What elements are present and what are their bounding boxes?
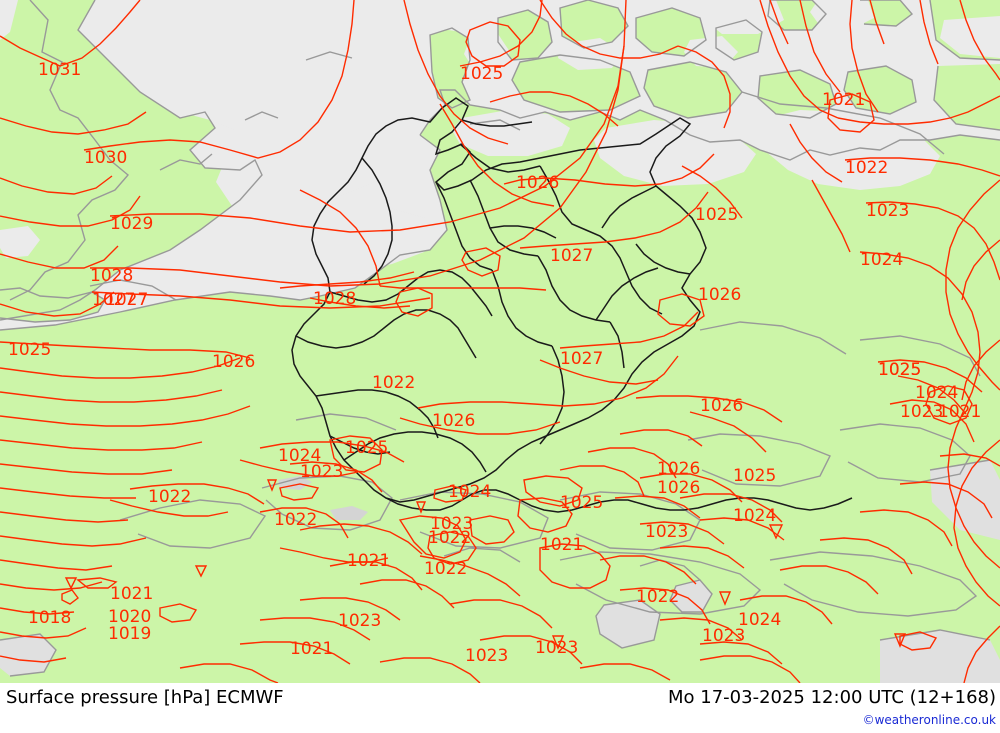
political-borders <box>291 97 853 513</box>
isobar-label: 1026 <box>432 411 476 431</box>
isobar-label: 1022 <box>424 559 468 579</box>
isobar-label: 1023 <box>866 201 910 221</box>
isobar-label: 1021 <box>822 90 866 110</box>
isobar-label: 1022 <box>274 510 318 530</box>
isobar-label: 1021 <box>290 639 334 659</box>
isobar-label: 1025 <box>8 340 52 360</box>
basemap-land-sea <box>0 0 1000 683</box>
isobar-label: 1024 <box>448 482 492 502</box>
footer-credit: ©weatheronline.co.uk <box>862 713 996 727</box>
footer-title: Surface pressure [hPa] ECMWF <box>6 687 284 708</box>
isobar-label: 1024 <box>278 446 322 466</box>
isobar-label: 1023 <box>338 611 382 631</box>
isobar-label: 1031 <box>38 60 82 80</box>
isobar-label: 1018 <box>28 608 72 628</box>
isobar-label: 1023 <box>645 522 689 542</box>
isobar-label: 1019 <box>108 624 152 644</box>
isobar-label: 1024 <box>915 383 959 403</box>
isobar-label: 1021 <box>347 551 391 571</box>
isobar-label: 1022 <box>148 487 192 507</box>
isobar-label: 1025 <box>733 466 777 486</box>
map-canvas <box>0 0 1000 683</box>
isobar-label: 1025 <box>878 360 922 380</box>
isobar-label: 1027 <box>105 290 149 310</box>
isobar-label: 1023 <box>430 514 474 534</box>
pressure-contour-map[interactable]: 1031 1030 1029 1028 1027 1025 1026 1027 1025 1026… <box>0 0 1000 683</box>
isobar-label: 1020 <box>108 607 152 627</box>
isobar-label: 1025 <box>695 205 739 225</box>
isobar-label: 1022 <box>845 158 889 178</box>
isobar-label: 1025 <box>460 64 504 84</box>
isobar-label: 1023 <box>900 402 944 422</box>
isobar-label: 1026 <box>516 173 560 193</box>
isobar-label: 1021 <box>938 402 982 422</box>
isobar-label: 1022 <box>428 528 472 548</box>
isobar-label: 1023 <box>300 462 344 482</box>
isobar-label: 1021 <box>110 584 154 604</box>
isobar-label: 1022 <box>372 373 416 393</box>
footer-timestamp: Mo 17-03-2025 12:00 UTC (12+168) <box>668 687 996 708</box>
isobar-label: 1024 <box>738 610 782 630</box>
isobar-label: 1023 <box>702 626 746 646</box>
isobar-label: 1028 <box>90 266 134 286</box>
isobar-label: 1023 <box>465 646 509 666</box>
isobar-label: 1025 <box>560 493 604 513</box>
isobar-label: 1024 <box>733 506 777 526</box>
isobar-label: 1021 <box>540 535 584 555</box>
isobar-label: 1026 <box>698 285 742 305</box>
isobar-label: 1026 <box>700 396 744 416</box>
isobar-label: 1024 <box>860 250 904 270</box>
isobar-label: 1025 <box>345 438 389 458</box>
isobar-label: 1025 <box>878 360 922 380</box>
isobar-contours <box>0 0 1000 683</box>
isobar-label: 1030 <box>84 148 128 168</box>
isobar-label: 1027 <box>92 290 136 310</box>
isobar-label: 1029 <box>110 214 154 234</box>
map-footer: Surface pressure [hPa] ECMWF Mo 17-03-20… <box>0 683 1000 733</box>
isobar-label: 1027 <box>550 246 594 266</box>
isobar-label: 1026 <box>657 478 701 498</box>
isobar-label: 1022 <box>636 587 680 607</box>
coastlines <box>0 0 1000 677</box>
isobar-label: 1023 <box>535 638 579 658</box>
isobar-label: 1026 <box>212 352 256 372</box>
isobar-label: 1028 <box>313 289 357 309</box>
isobar-label: 1027 <box>560 349 604 369</box>
isobar-label: 1026 <box>657 459 701 479</box>
